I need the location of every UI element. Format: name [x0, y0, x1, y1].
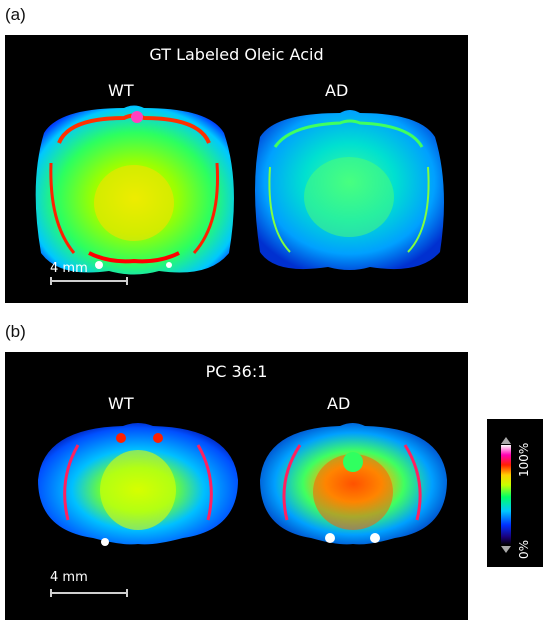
panel-b-wt-tissue [38, 423, 238, 546]
panel-a-scale-label: 4 mm [50, 261, 88, 276]
panel-b-ad-label: AD [327, 394, 351, 413]
colorbar-max-label: 100% [517, 442, 531, 477]
panel-a-letter: (a) [5, 5, 26, 24]
panel-b-scale-label: 4 mm [50, 570, 88, 585]
panel-a-scale-bar [50, 277, 128, 285]
panel-a-ad-label: AD [325, 81, 349, 100]
min-marker-icon [501, 546, 511, 553]
panel-a: GT Labeled Oleic Acid WT AD [5, 35, 468, 303]
colorbar-min-label: 0% [517, 539, 531, 559]
panel-a-ad-tissue [255, 110, 444, 270]
panel-b: PC 36:1 WT AD [5, 352, 468, 620]
panel-b-scale-bar [50, 589, 128, 597]
panel-a-title: GT Labeled Oleic Acid [149, 45, 324, 64]
colorbar-gradient [501, 445, 511, 545]
panel-b-wt-label: WT [108, 394, 134, 413]
panel-b-ad-tissue [260, 423, 447, 545]
colorbar-legend: 100% 0% [487, 419, 543, 567]
panel-a-wt-label: WT [108, 81, 134, 100]
panel-b-title: PC 36:1 [205, 362, 268, 381]
panel-a-wt-tissue [35, 105, 234, 275]
max-marker-icon [501, 437, 511, 444]
panel-b-letter: (b) [5, 322, 26, 341]
